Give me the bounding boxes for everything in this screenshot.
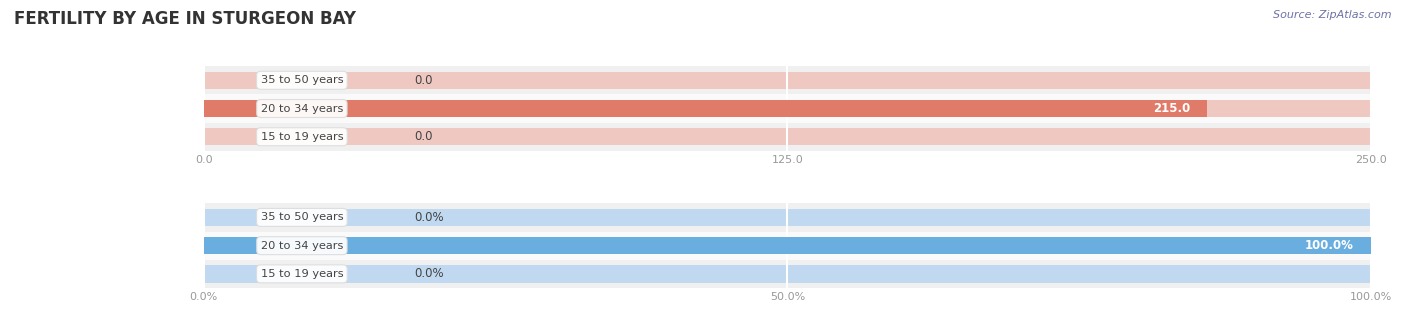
Text: 0.0: 0.0 — [413, 74, 433, 87]
Bar — [204, 260, 1371, 288]
Bar — [204, 203, 1371, 232]
Bar — [204, 100, 1371, 117]
Bar — [204, 265, 1371, 283]
Bar — [204, 237, 1371, 255]
Bar — [204, 128, 1371, 146]
Bar — [204, 122, 1371, 151]
Text: 20 to 34 years: 20 to 34 years — [260, 241, 343, 251]
Text: 20 to 34 years: 20 to 34 years — [260, 104, 343, 114]
Bar — [204, 66, 1371, 94]
Text: 35 to 50 years: 35 to 50 years — [260, 75, 343, 85]
Text: FERTILITY BY AGE IN STURGEON BAY: FERTILITY BY AGE IN STURGEON BAY — [14, 10, 356, 28]
Bar — [204, 94, 1371, 122]
Text: 100.0%: 100.0% — [1305, 239, 1354, 252]
Text: 215.0: 215.0 — [1153, 102, 1189, 115]
Text: 0.0%: 0.0% — [413, 267, 443, 280]
Bar — [204, 71, 1371, 89]
Text: 15 to 19 years: 15 to 19 years — [260, 132, 343, 142]
Bar — [204, 232, 1371, 260]
Text: 15 to 19 years: 15 to 19 years — [260, 269, 343, 279]
Bar — [204, 209, 1371, 226]
Bar — [204, 237, 1371, 255]
Bar — [204, 100, 1208, 117]
Text: 35 to 50 years: 35 to 50 years — [260, 213, 343, 222]
Text: Source: ZipAtlas.com: Source: ZipAtlas.com — [1274, 10, 1392, 20]
Text: 0.0%: 0.0% — [413, 211, 443, 224]
Text: 0.0: 0.0 — [413, 130, 433, 143]
